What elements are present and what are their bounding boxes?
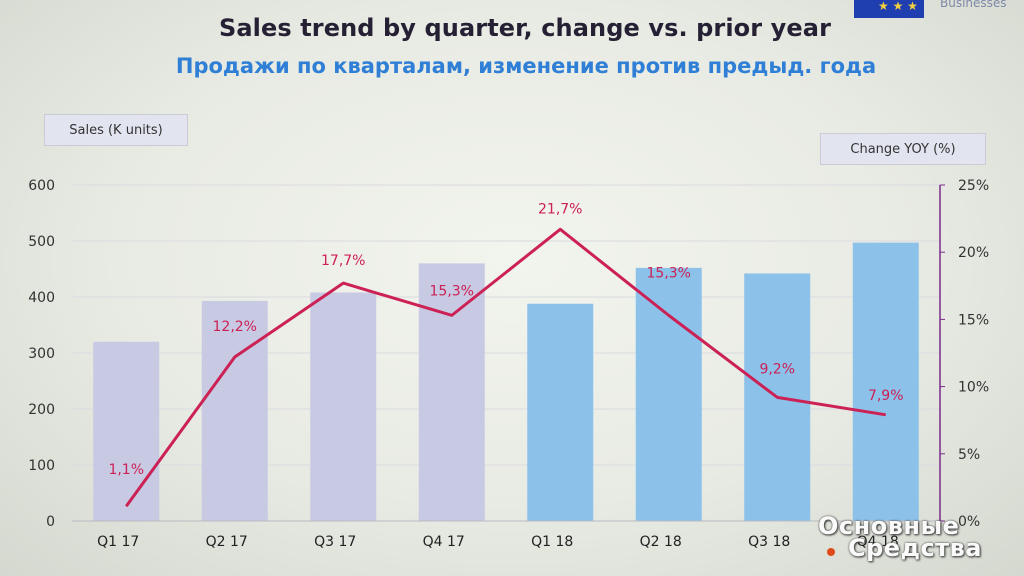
category-label: Q4 18: [857, 534, 899, 550]
bar: [527, 303, 594, 521]
yoy-data-label: 12,2%: [213, 319, 257, 335]
yoy-data-label: 1,1%: [108, 462, 144, 478]
bar: [852, 242, 919, 521]
watermark-dot: [827, 548, 835, 556]
right-tick-label: 10%: [958, 380, 989, 396]
yoy-data-label: 15,3%: [647, 265, 691, 281]
chart-subtitle: Продажи по кварталам, изменение против п…: [175, 54, 877, 78]
bar: [310, 292, 377, 521]
left-tick-label: 100: [28, 458, 55, 474]
yoy-line: [125, 227, 886, 508]
right-tick-label: 0%: [958, 514, 980, 530]
bar: [418, 263, 485, 521]
left-tick-label: 0: [46, 514, 55, 530]
category-label: Q3 17: [314, 534, 356, 550]
yoy-polyline: [125, 227, 886, 508]
left-tick-label: 500: [28, 234, 55, 250]
watermark-line1: Основные: [818, 512, 960, 540]
category-label: Q4 17: [423, 534, 465, 550]
watermark-line2: Средства: [848, 534, 982, 562]
left-tick-label: 200: [28, 402, 55, 418]
bars: [93, 242, 919, 521]
brand-text: Businesses: [940, 0, 1007, 10]
chart-title: Sales trend by quarter, change vs. prior…: [218, 14, 832, 42]
category-label: Q2 17: [206, 534, 248, 550]
bar: [201, 300, 268, 521]
yoy-data-label: 7,9%: [868, 388, 904, 404]
yoy-data-label: 15,3%: [430, 283, 474, 299]
bar: [93, 341, 160, 521]
eu-flag-logo: [854, 0, 924, 18]
yoy-data-label: 9,2%: [759, 361, 795, 377]
yoy-data-label: 17,7%: [321, 253, 365, 269]
right-tick-label: 25%: [958, 178, 989, 194]
category-label: Q1 18: [531, 534, 573, 550]
axes: 0 100 200 300 400 500 600 0% 5% 10% 15% 20% 25%: [28, 178, 989, 530]
category-label: Q2 18: [640, 534, 682, 550]
star-icon: ★ ★ ★: [878, 0, 918, 13]
right-tick-label: 5%: [958, 447, 980, 463]
right-tick-label: 20%: [958, 245, 989, 261]
bar: [635, 267, 702, 521]
category-label: Q3 18: [748, 534, 790, 550]
labels: Q1 17 Q2 17 Q3 17 Q4 17 Q1 18 Q2 18 Q3 18 Q4 18…: [97, 201, 903, 550]
yoy-data-label: 21,7%: [538, 201, 582, 217]
left-tick-label: 400: [28, 290, 55, 306]
right-tick-label: 15%: [958, 312, 989, 328]
category-label: Q1 17: [97, 534, 139, 550]
left-tick-label: 300: [28, 346, 55, 362]
right-axis-label: Change YOY (%): [820, 133, 986, 165]
left-tick-label: 600: [28, 178, 55, 194]
left-axis-label: Sales (K units): [44, 114, 188, 146]
